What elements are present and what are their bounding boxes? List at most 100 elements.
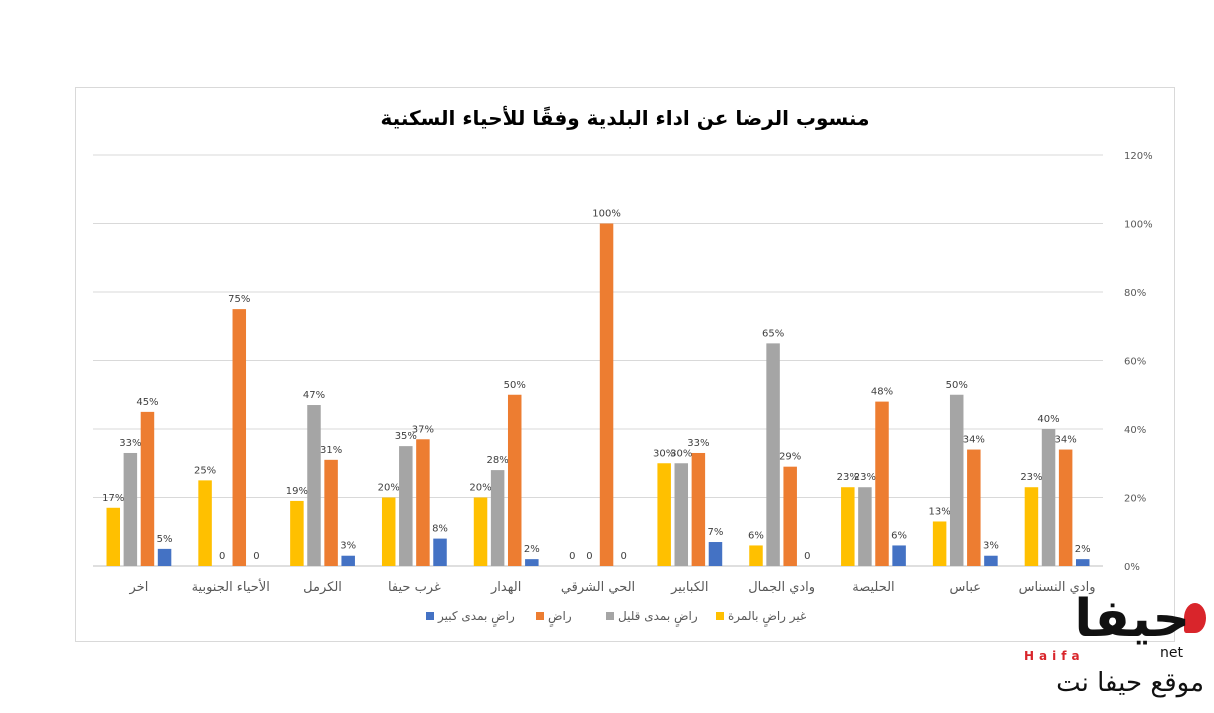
legend-label: غير راضٍ بالمرة (728, 609, 806, 627)
data-label: 34% (963, 435, 985, 446)
bar (841, 487, 855, 566)
legend-swatch (426, 612, 434, 620)
data-label: 8% (432, 524, 448, 535)
data-label: 30% (653, 448, 675, 459)
logo-tagline: موقع حيفا نت (1056, 668, 1204, 698)
data-label: 0 (569, 551, 575, 562)
data-label: 50% (504, 380, 526, 391)
bar (674, 463, 689, 566)
x-tick-label: الحي الشرقي (561, 580, 635, 595)
bar (1024, 487, 1039, 566)
x-tick-label: الكبابير (670, 580, 708, 595)
bar (416, 439, 430, 566)
data-label: 28% (487, 455, 509, 466)
legend-label: راضٍ بمدى كبير (437, 609, 515, 627)
bar (433, 538, 447, 566)
data-label: 48% (871, 387, 893, 398)
x-tick-label: وادي النسناس (1019, 580, 1096, 595)
y-tick-label: 80% (1124, 288, 1146, 299)
data-label: 100% (592, 209, 621, 220)
data-label: 47% (303, 390, 325, 401)
data-label: 37% (412, 424, 434, 435)
bar (123, 452, 138, 566)
bar (967, 449, 981, 566)
logo-net-text: net (1160, 645, 1183, 661)
x-tick-label: وادي الجمال (748, 580, 815, 595)
bar (691, 452, 706, 566)
y-tick-label: 0% (1124, 562, 1140, 573)
data-label: 23% (854, 472, 876, 483)
data-label: 31% (320, 445, 342, 456)
bar (399, 446, 413, 566)
data-label: 19% (286, 486, 308, 497)
data-label: 40% (1037, 414, 1059, 425)
bar (766, 343, 780, 566)
bar (106, 507, 121, 566)
bar (599, 223, 614, 566)
bar (892, 545, 906, 566)
logo-red-mark (1184, 603, 1206, 633)
data-label: 0 (586, 551, 592, 562)
data-label: 3% (983, 541, 999, 552)
data-label: 0 (620, 551, 626, 562)
x-tick-label: الهدار (490, 580, 521, 595)
data-label: 30% (670, 448, 692, 459)
x-tick-label: اخر (128, 580, 148, 595)
data-label: 7% (708, 527, 724, 538)
data-label: 29% (779, 452, 801, 463)
data-label: 45% (136, 397, 158, 408)
bar (490, 470, 505, 566)
data-label: 20% (469, 483, 491, 494)
legend-swatch (606, 612, 614, 620)
logo-brand-text: حيفا (1074, 589, 1190, 649)
data-label: 13% (929, 506, 951, 517)
bar (525, 559, 539, 566)
haifa-net-logo: حيفا Haifa net موقع حيفا نت (1018, 585, 1214, 713)
bar (932, 521, 947, 566)
data-label: 5% (157, 534, 173, 545)
y-tick-label: 120% (1124, 151, 1153, 162)
data-label: 6% (891, 530, 907, 541)
data-label: 2% (1075, 544, 1091, 555)
bar (1041, 429, 1056, 566)
data-label: 50% (946, 380, 968, 391)
chart-title: منسوب الرضا عن اداء البلدية وفقًا للأحيا… (381, 105, 870, 130)
bar (749, 545, 763, 566)
x-tick-label: عباس (950, 580, 982, 595)
bar (949, 394, 964, 566)
bar (708, 542, 723, 566)
bar (307, 405, 321, 566)
bar (1075, 559, 1090, 566)
x-tick-label: غرب حيفا (388, 580, 441, 595)
data-label: 3% (340, 541, 356, 552)
bar (507, 394, 522, 566)
y-tick-label: 100% (1124, 220, 1153, 231)
data-label: 2% (524, 544, 540, 555)
bar (381, 497, 396, 566)
y-tick-label: 20% (1124, 494, 1146, 505)
bar (875, 401, 889, 566)
legend-label: راضٍ بمدى قليل (618, 609, 698, 627)
bar (290, 500, 304, 566)
bar (324, 459, 338, 566)
legend-swatch (716, 612, 724, 620)
data-label: 23% (837, 472, 859, 483)
data-label: 33% (687, 438, 709, 449)
bar (984, 555, 998, 566)
x-tick-label: الأحياء الجنوبية (192, 578, 270, 595)
bar-chart: منسوب الرضا عن اداء البلدية وفقًا للأحيا… (93, 105, 1153, 627)
data-label: 6% (748, 530, 764, 541)
bar (657, 463, 671, 566)
legend-label: راضٍ (548, 609, 572, 627)
data-label: 35% (395, 431, 417, 442)
bar (232, 309, 247, 566)
x-tick-label: الكرمل (303, 580, 342, 595)
bar (341, 555, 355, 566)
bar (198, 480, 212, 566)
data-label: 17% (102, 493, 124, 504)
data-label: 34% (1055, 435, 1077, 446)
bar (1058, 449, 1073, 566)
data-label: 33% (119, 438, 141, 449)
bar (140, 411, 155, 566)
chart-frame: منسوب الرضا عن اداء البلدية وفقًا للأحيا… (75, 87, 1175, 642)
